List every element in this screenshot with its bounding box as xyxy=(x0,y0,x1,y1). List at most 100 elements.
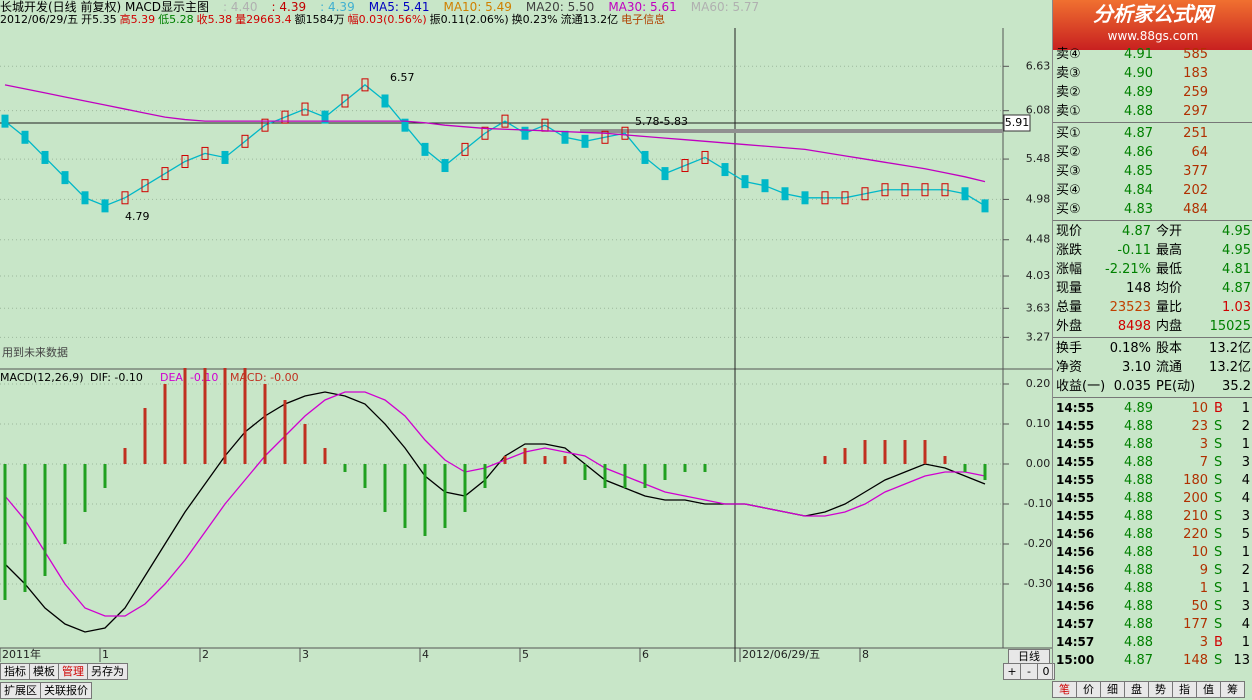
candle xyxy=(41,150,49,164)
candle xyxy=(601,130,609,144)
side-tab[interactable]: 势 xyxy=(1148,681,1173,698)
tab[interactable]: 指标 xyxy=(0,663,30,680)
candle xyxy=(201,146,209,160)
trade-side: S xyxy=(1214,527,1223,542)
background xyxy=(0,0,1052,662)
order-volume: 183 xyxy=(1183,66,1208,81)
side-tab[interactable]: 细 xyxy=(1100,681,1125,698)
period-button[interactable]: 日线 xyxy=(1008,649,1050,664)
side-tab[interactable]: 筹 xyxy=(1220,681,1245,698)
trade-count: 2 xyxy=(1241,419,1250,434)
order-label: 买⑤ xyxy=(1056,202,1081,217)
zoom-button[interactable]: 0 xyxy=(1037,663,1055,680)
trade-count: 1 xyxy=(1241,581,1250,596)
stat-value: -0.11 xyxy=(1117,243,1151,258)
trade-volume: 50 xyxy=(1191,599,1208,614)
stat-value: 1.03 xyxy=(1222,300,1251,315)
order-price: 4.91 xyxy=(1124,47,1153,62)
trade-volume: 10 xyxy=(1191,401,1208,416)
side-tab[interactable]: 笔 xyxy=(1052,681,1077,698)
side-tab[interactable]: 指 xyxy=(1172,681,1197,698)
info-item: 高5.39 xyxy=(119,13,156,26)
order-volume: 484 xyxy=(1183,202,1208,217)
trade-time: 14:56 xyxy=(1056,527,1095,541)
trade-time: 14:57 xyxy=(1056,635,1095,649)
annotation: 4.79 xyxy=(125,210,150,223)
candle xyxy=(661,167,669,181)
trade-volume: 10 xyxy=(1191,545,1208,560)
trade-time: 14:55 xyxy=(1056,509,1095,523)
order-price: 4.90 xyxy=(1124,66,1153,81)
side-tab[interactable]: 盘 xyxy=(1124,681,1149,698)
candle xyxy=(241,134,249,148)
candle xyxy=(21,130,29,144)
logo: 分析家公式网 www.88gs.com xyxy=(1053,0,1252,50)
tab[interactable]: 管理 xyxy=(58,663,88,680)
trade-time: 14:56 xyxy=(1056,545,1095,559)
trade-count: 1 xyxy=(1241,635,1250,650)
trade-price: 4.88 xyxy=(1124,635,1153,650)
x-tick-label: 1 xyxy=(102,648,109,661)
y-tick-label: 0.10 xyxy=(1026,417,1051,430)
candle xyxy=(921,183,929,197)
stat-label: 内盘 xyxy=(1156,319,1183,334)
trade-price: 4.87 xyxy=(1124,653,1153,668)
tab[interactable]: 模板 xyxy=(29,663,59,680)
candle xyxy=(301,102,309,116)
trade-volume: 7 xyxy=(1199,455,1208,470)
stat-label: 现量 xyxy=(1056,281,1083,296)
stat-value: 4.95 xyxy=(1222,243,1251,258)
trade-count: 1 xyxy=(1241,437,1250,452)
candle xyxy=(221,150,229,164)
stat-label: 量比 xyxy=(1156,300,1183,315)
header-line: 长城开发(日线 前复权) MACD显示主图: 4.40: 4.39: 4.39 M… xyxy=(0,0,759,14)
info-item: 流通13.2亿 xyxy=(560,13,619,26)
order-label: 卖① xyxy=(1056,104,1081,119)
trade-time: 14:55 xyxy=(1056,473,1095,487)
trade-side: S xyxy=(1214,581,1223,596)
y-tick-label: 4.98 xyxy=(1026,192,1051,205)
stat-label: 流通 xyxy=(1156,360,1183,375)
candle xyxy=(141,179,149,193)
trade-time: 14:55 xyxy=(1056,437,1095,451)
header-title: 长城开发(日线 前复权) MACD显示主图 xyxy=(0,0,209,14)
trade-count: 4 xyxy=(1241,617,1250,632)
order-price: 4.83 xyxy=(1124,202,1153,217)
legend-entry: MACD: -0.00 xyxy=(230,371,299,384)
order-price: 4.85 xyxy=(1124,164,1153,179)
trade-side: S xyxy=(1214,509,1223,524)
trade-volume: 220 xyxy=(1183,527,1208,542)
annotation: 6.57 xyxy=(390,71,415,84)
zoom-controls: + -0 xyxy=(1003,663,1055,680)
order-label: 卖② xyxy=(1056,85,1081,100)
info-item: 额1584万 xyxy=(294,13,345,26)
trade-time: 14:55 xyxy=(1056,419,1095,433)
trade-count: 3 xyxy=(1241,455,1250,470)
info-item: 开5.35 xyxy=(81,13,117,26)
tab[interactable]: 扩展区 xyxy=(0,682,41,699)
trade-price: 4.88 xyxy=(1124,419,1153,434)
side-tab[interactable]: 价 xyxy=(1076,681,1101,698)
trade-time: 14:56 xyxy=(1056,581,1095,595)
zoom-button[interactable]: + xyxy=(1003,663,1021,680)
candle xyxy=(681,159,689,173)
info-item: 收5.38 xyxy=(196,13,233,26)
candle xyxy=(61,171,69,185)
order-volume: 251 xyxy=(1183,126,1208,141)
stat-label: 涨幅 xyxy=(1056,262,1083,277)
info-item: 量29663.4 xyxy=(235,13,292,26)
tab[interactable]: 关联报价 xyxy=(40,682,92,699)
side-tab[interactable]: 值 xyxy=(1196,681,1221,698)
trade-price: 4.88 xyxy=(1124,473,1153,488)
info-item: 低5.28 xyxy=(158,13,194,26)
ma-value: MA20: 5.50 xyxy=(525,0,595,14)
tab[interactable]: 另存为 xyxy=(87,663,128,680)
logo-title: 分析家公式网 xyxy=(1093,2,1213,26)
trade-price: 4.88 xyxy=(1124,563,1153,578)
order-volume: 64 xyxy=(1191,145,1208,160)
candle xyxy=(861,187,869,201)
candle xyxy=(981,199,989,213)
ma-value: MA60: 5.77 xyxy=(690,0,760,14)
zoom-button[interactable]: - xyxy=(1020,663,1038,680)
candle xyxy=(821,191,829,205)
